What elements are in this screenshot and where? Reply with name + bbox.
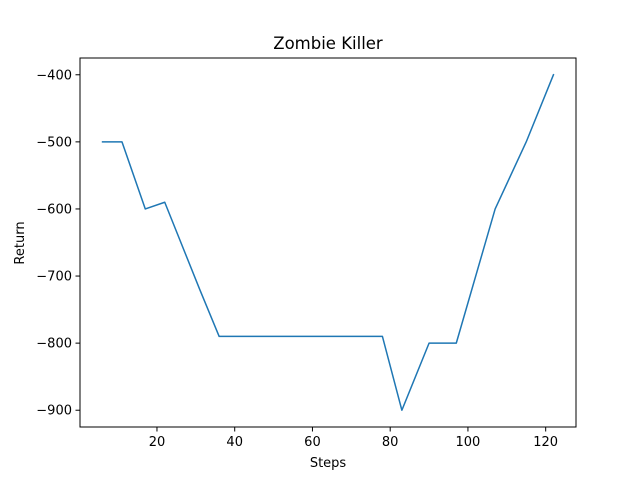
- y-tick-label: −500: [36, 135, 72, 150]
- y-axis-label: Return: [13, 221, 28, 264]
- plot-frame: [79, 57, 577, 428]
- x-tick-label: 100: [456, 435, 481, 450]
- x-tick-label: 20: [149, 435, 166, 450]
- x-tick-label: 80: [382, 435, 399, 450]
- y-tick-label: −900: [36, 404, 72, 419]
- chart-title: Zombie Killer: [273, 34, 383, 53]
- x-tick-label: 40: [226, 435, 243, 450]
- ticks: 20 40 60 80 100 120 −900 −800 −700 −600 −500 −400: [36, 68, 558, 450]
- x-axis-label: Steps: [310, 456, 347, 471]
- y-tick-label: −400: [36, 68, 72, 83]
- x-tick-label: 60: [304, 435, 321, 450]
- y-tick-label: −600: [36, 202, 72, 217]
- y-tick-label: −700: [36, 270, 72, 285]
- y-tick-label: −800: [36, 337, 72, 352]
- x-tick-label: 120: [533, 435, 558, 450]
- series-line: [101, 73, 555, 411]
- series-layer: [101, 73, 555, 411]
